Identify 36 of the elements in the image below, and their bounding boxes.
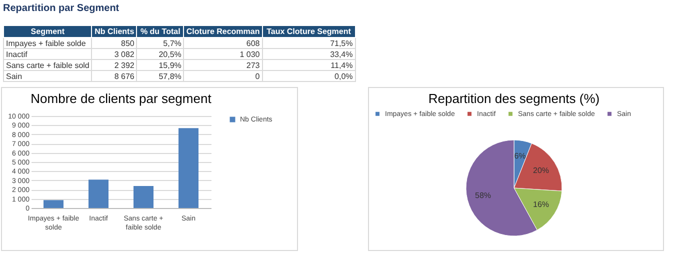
data-label: 16% — [533, 200, 550, 210]
text: 608 — [184, 38, 262, 48]
text: Impayes + faible solde — [4, 38, 92, 48]
text: 57,8% — [136, 70, 184, 82]
bar — [178, 128, 198, 208]
text: 0,0% — [262, 70, 356, 82]
bar — [44, 200, 64, 208]
chart-title: Repartition des segments (%) — [428, 91, 600, 106]
text: 2 392 — [92, 60, 137, 70]
text: 11,4% — [262, 60, 356, 70]
text: 3 082 — [92, 48, 137, 60]
bar — [88, 180, 108, 208]
text: 33,4% — [262, 48, 356, 60]
text: Sans carte + faible sold — [4, 60, 92, 70]
text: 1 030 — [184, 48, 262, 60]
data-label: 20% — [533, 166, 550, 175]
text: Repartition par Segment — [3, 3, 120, 14]
text: 20,5% — [136, 48, 184, 60]
bar — [134, 186, 154, 208]
text: 8 676 — [92, 70, 137, 82]
text: 15,9% — [136, 60, 184, 70]
text: Cloture Recomman — [184, 26, 262, 38]
text: Sain — [4, 70, 92, 82]
text: 71,5% — [262, 38, 356, 48]
text: Segment — [4, 26, 92, 38]
data-label: 6% — [514, 152, 526, 161]
text: Taux Cloture Segment — [262, 26, 356, 38]
text: 273 — [184, 60, 262, 70]
text: 5,7% — [136, 38, 184, 48]
text: Nb Clients — [92, 26, 137, 38]
text: Inactif — [4, 48, 92, 60]
text: 0 — [184, 70, 262, 82]
chart-title: Nombre de clients par segment — [30, 91, 212, 106]
text: 850 — [92, 38, 137, 48]
data-label: 58% — [475, 190, 492, 200]
text: % du Total — [136, 26, 184, 38]
